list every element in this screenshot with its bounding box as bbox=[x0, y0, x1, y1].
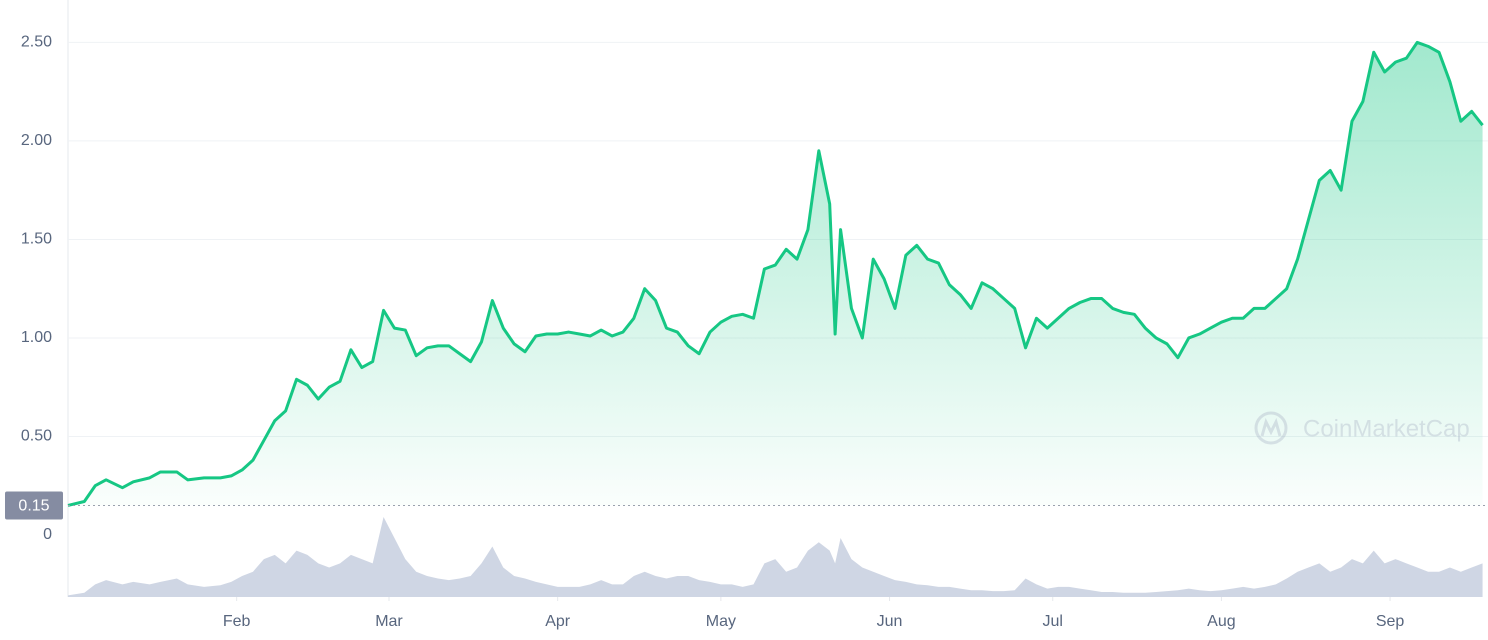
y-tick-label: 1.50 bbox=[21, 231, 52, 248]
y-tick-label: 2.50 bbox=[21, 34, 52, 51]
watermark-logo bbox=[1254, 411, 1288, 445]
x-tick-label: Feb bbox=[223, 613, 251, 630]
volume-area bbox=[68, 517, 1483, 597]
start-label: 0.15 bbox=[18, 498, 49, 515]
y-tick-label: 2.00 bbox=[21, 132, 52, 149]
x-tick-label: Apr bbox=[545, 613, 571, 630]
x-tick-label: Aug bbox=[1207, 613, 1235, 630]
watermark-logo bbox=[1260, 417, 1282, 437]
y-tick-label: 0 bbox=[43, 526, 52, 543]
x-tick-label: Jul bbox=[1043, 613, 1063, 630]
price-area bbox=[68, 42, 1483, 506]
start-label-box bbox=[5, 491, 63, 520]
x-tick-label: Jun bbox=[877, 613, 903, 630]
x-tick-label: Sep bbox=[1376, 613, 1405, 630]
price-line bbox=[67, 40, 1484, 507]
y-tick-label: 1.00 bbox=[21, 329, 52, 346]
y-tick-label: 0.50 bbox=[21, 428, 52, 445]
watermark-text: CoinMarketCap bbox=[1303, 415, 1470, 442]
x-tick-label: May bbox=[706, 613, 736, 630]
x-tick-label: Mar bbox=[375, 613, 403, 630]
watermark: CoinMarketCap bbox=[1254, 411, 1470, 445]
